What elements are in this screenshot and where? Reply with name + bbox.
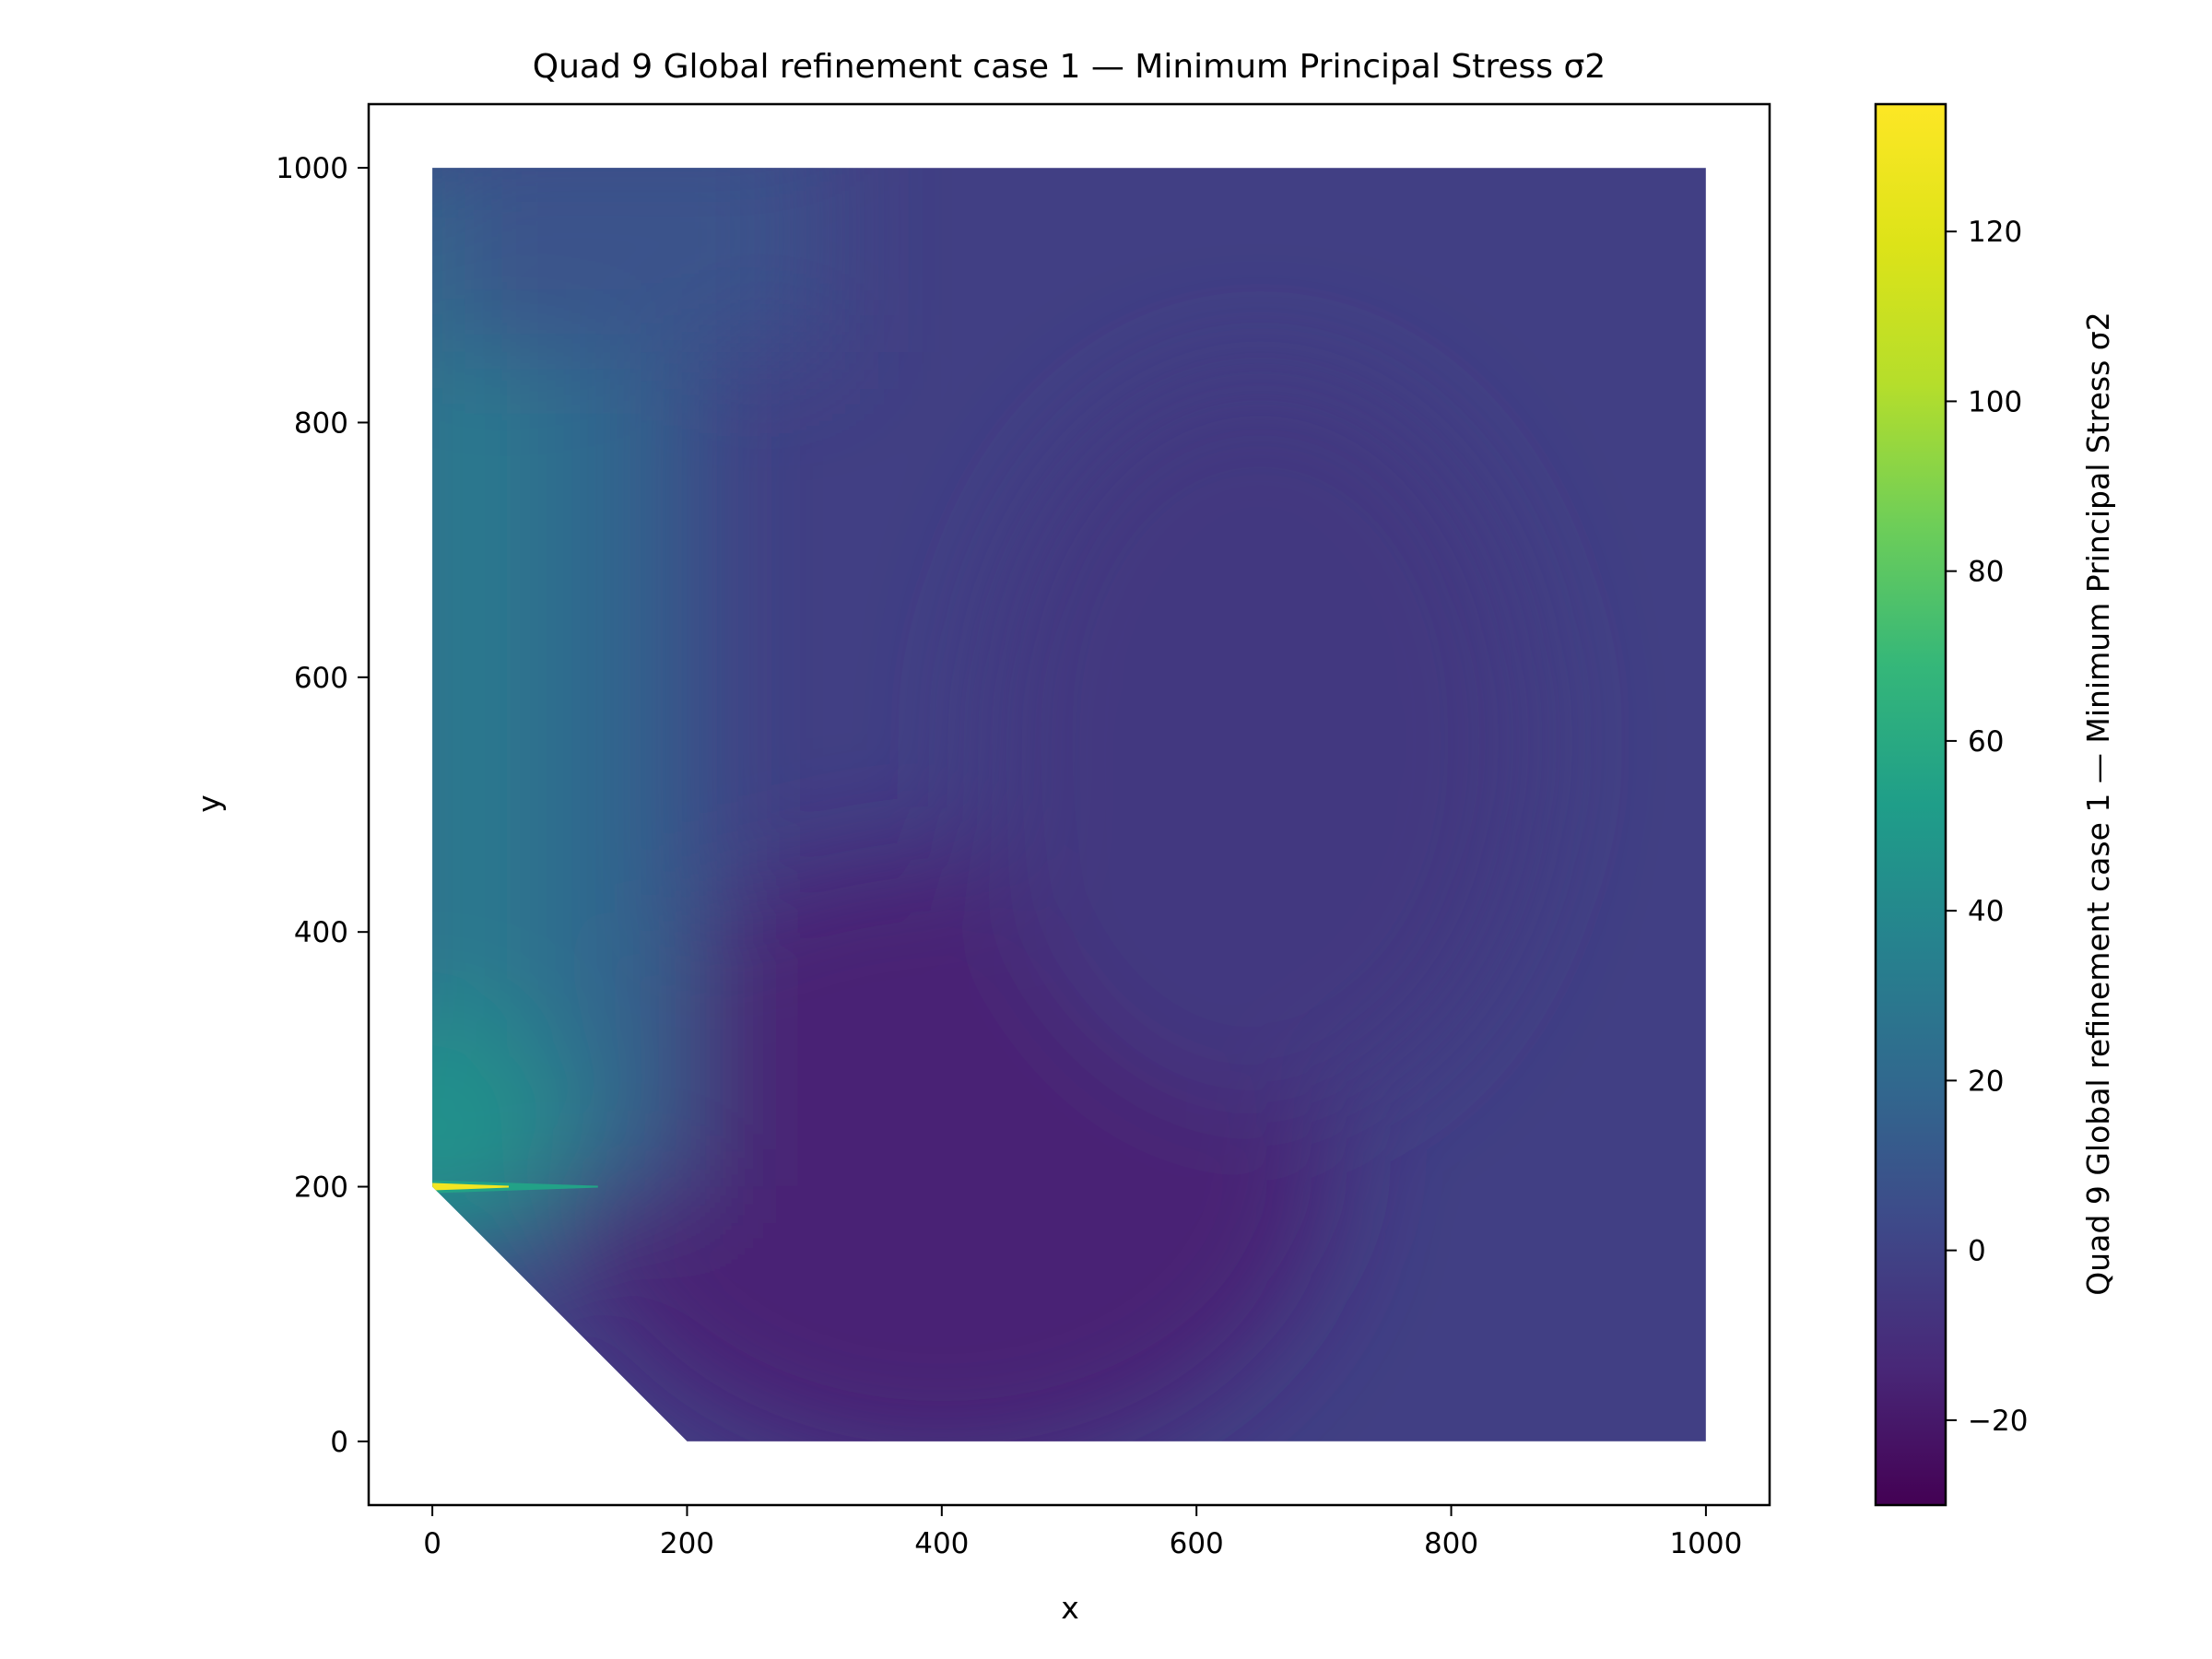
axes-box [367, 102, 1771, 1507]
top-left-band [432, 168, 820, 353]
colorbar-tick-label: 80 [1968, 556, 2004, 589]
x-tick-label: 400 [914, 1527, 969, 1560]
colorbar-tick-label: 60 [1968, 725, 2004, 759]
y-axis: 0 200 400 600 800 1000 [276, 152, 369, 1459]
crack-tip-core [432, 1182, 509, 1191]
y-tick-label: 400 [294, 916, 348, 949]
crack-tip-band [432, 1180, 598, 1194]
y-tick-label: 200 [294, 1171, 348, 1205]
corner-hot-region [432, 1006, 571, 1265]
colorbar-tick-label: 0 [1968, 1235, 1986, 1268]
y-tick-label: 600 [294, 662, 348, 695]
colorbar-tick-label: 120 [1968, 216, 2022, 249]
x-tick-label: 200 [660, 1527, 714, 1560]
chart-title: Quad 9 Global refinement case 1 — Minimu… [533, 48, 1606, 86]
colorbar-tick-label: 40 [1968, 895, 2004, 928]
crack-tip-concentration [432, 1180, 598, 1194]
y-tick-label: 800 [294, 406, 348, 440]
x-tick-label: 600 [1170, 1527, 1224, 1560]
y-axis-label: y [191, 794, 227, 813]
colorbar-tick-label: 100 [1968, 385, 2022, 418]
colorbar-gradient [1876, 104, 1946, 1505]
y-tick-label: 1000 [276, 152, 348, 185]
colorbar: −20 0 20 40 60 80 100 120 [1874, 102, 2028, 1507]
colorbar-label: Quad 9 Global refinement case 1 — Minimu… [2080, 312, 2116, 1295]
plot-frame [367, 102, 1771, 1507]
stress-field [432, 168, 1706, 1441]
x-tick-label: 800 [1424, 1527, 1478, 1560]
colorbar-frame [1874, 102, 1947, 1507]
mid-region [983, 371, 1537, 1110]
x-tick-label: 1000 [1669, 1527, 1742, 1560]
x-axis: 0 200 400 600 800 1000 [423, 1505, 1742, 1560]
colorbar-tick-label: −20 [1968, 1405, 2028, 1438]
x-tick-label: 0 [423, 1527, 441, 1560]
colorbar-tick-label: 20 [1968, 1065, 2004, 1098]
y-tick-label: 0 [330, 1426, 348, 1459]
field-blobs [432, 168, 1537, 1441]
x-axis-label: x [1061, 1590, 1079, 1626]
